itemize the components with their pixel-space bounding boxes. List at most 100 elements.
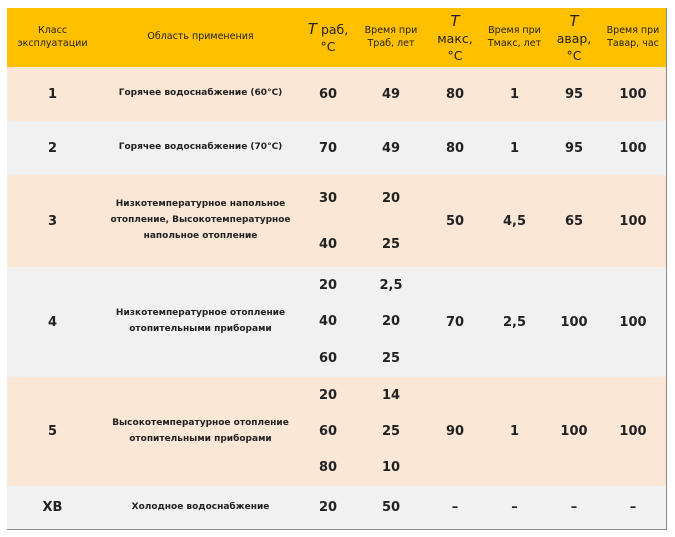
cell-value: 14 [381,387,401,403]
header-cell: Область применения [98,8,304,68]
cell-value: 65 [564,213,584,229]
table-cell: 49 [353,67,430,122]
table-cell: – [429,486,482,530]
table-cell: Горячее водоснабжение (60°С) [98,67,304,122]
cell-value: 100 [560,424,588,439]
header-cell: T макс, °C [429,8,482,68]
table-cell: 14 25 10 [353,377,430,487]
cell-value: 50 [445,213,465,229]
table-cell: 100 [600,67,667,122]
cell-value: 25 [381,351,401,367]
table-cell: 30 40 [303,175,354,268]
table-cell: – [548,486,601,530]
cell-value: 1 [509,140,520,156]
cell-value: 25 [381,423,401,439]
cell-value: 60 [318,351,338,367]
table-cell: 100 [548,377,601,487]
cell-value: 60 [318,423,338,439]
cell-value: 1 [47,86,58,102]
header-symbol: T [569,11,579,30]
table: Класс эксплуатации Область применения T ра… [7,8,667,530]
header-cell: T авар, °C [548,8,601,68]
cell-value: 100 [619,213,647,229]
header-label: макс, °C [437,30,473,63]
header-label: авар, °C [556,30,592,63]
header-text: T авар, °C [552,11,596,65]
table-cell: 3 [7,175,99,268]
cell-value: 70 [318,140,338,156]
table-cell: 100 [600,267,667,378]
cell-value: 4 [47,314,58,330]
header-symbol: T [307,19,317,38]
table-cell: 4,5 [481,175,549,268]
application-text: Горячее водоснабжение (70°С) [118,142,283,153]
cell-value: 49 [381,140,401,156]
application-text: Низкотемпературное отопление отопительны… [115,308,286,334]
cell-value: 4,5 [502,213,527,229]
cell-value: 40 [318,314,338,330]
cell-value: 100 [560,314,588,330]
cell-value: 5 [47,424,58,439]
cell-value: 1 [509,424,520,439]
header-text: T раб, °C [307,19,349,56]
table-cell: 50 [429,175,482,268]
cell-value: 30 [318,190,338,206]
header-cell: Время при Тмакс, лет [481,8,549,68]
cell-value: 80 [445,86,465,102]
table-cell: 80 [429,67,482,122]
table-cell: 95 [548,121,601,176]
cell-value: 20 [381,190,401,206]
cell-value: 80 [318,460,338,476]
cell-value: 49 [381,86,401,102]
table-cell: 2,5 [481,267,549,378]
application-text: Высокотемпературное отопление отопительн… [112,417,289,444]
header-cell: Время при Тавар, час [600,8,667,68]
table-cell: 100 [600,377,667,487]
table-cell: Высокотемпературное отопление отопительн… [98,377,304,487]
table-cell: 100 [548,267,601,378]
cell-value: 95 [564,140,584,156]
header-cell: Время при Траб, лет [353,8,430,68]
cell-value: 90 [445,424,465,439]
cell-value: 20 [318,277,338,293]
application-text: Горячее водоснабжение (60°С) [118,88,283,99]
cell-value: – [451,500,459,515]
header-text: Область применения [147,31,254,43]
cell-value: 100 [619,86,647,102]
table-cell: – [481,486,549,530]
cell-value: ХВ [42,500,63,515]
table-cell: – [600,486,667,530]
cell-value: 1 [509,86,520,102]
table-cell: 50 [353,486,430,530]
table-cell: 4 [7,267,99,378]
header-cell: Класс эксплуатации [7,8,99,68]
cell-value: 2,5 [502,314,527,330]
table-cell: 70 [303,121,354,176]
table-cell: Низкотемпературное напольное отопление, … [98,175,304,268]
table-cell: ХВ [7,486,99,530]
table-cell: 2,5 20 25 [353,267,430,378]
cell-value: 100 [619,140,647,156]
table-cell: 20 40 60 [303,267,354,378]
cell-value: 3 [47,213,58,229]
header-cell: T раб, °C [303,8,354,68]
cell-value: 40 [318,236,338,252]
header-text: Класс эксплуатации [17,24,88,49]
cell-value: 100 [619,424,647,439]
header-text: Время при Тмакс, лет [487,24,542,49]
table-cell: Холодное водоснабжение [98,486,304,530]
cell-value: 10 [381,460,401,476]
cell-value: 100 [619,314,647,330]
cell-value: – [570,500,578,515]
table-cell: 20 60 80 [303,377,354,487]
cell-value: 80 [445,140,465,156]
cell-value: 95 [564,86,584,102]
cell-value: 50 [381,500,401,515]
cell-value: 20 [318,500,338,515]
table-cell: 20 [303,486,354,530]
header-text: Время при Траб, лет [364,24,418,49]
application-text: Холодное водоснабжение [131,501,270,512]
header-symbol: T [450,11,460,30]
table-cell: 70 [429,267,482,378]
